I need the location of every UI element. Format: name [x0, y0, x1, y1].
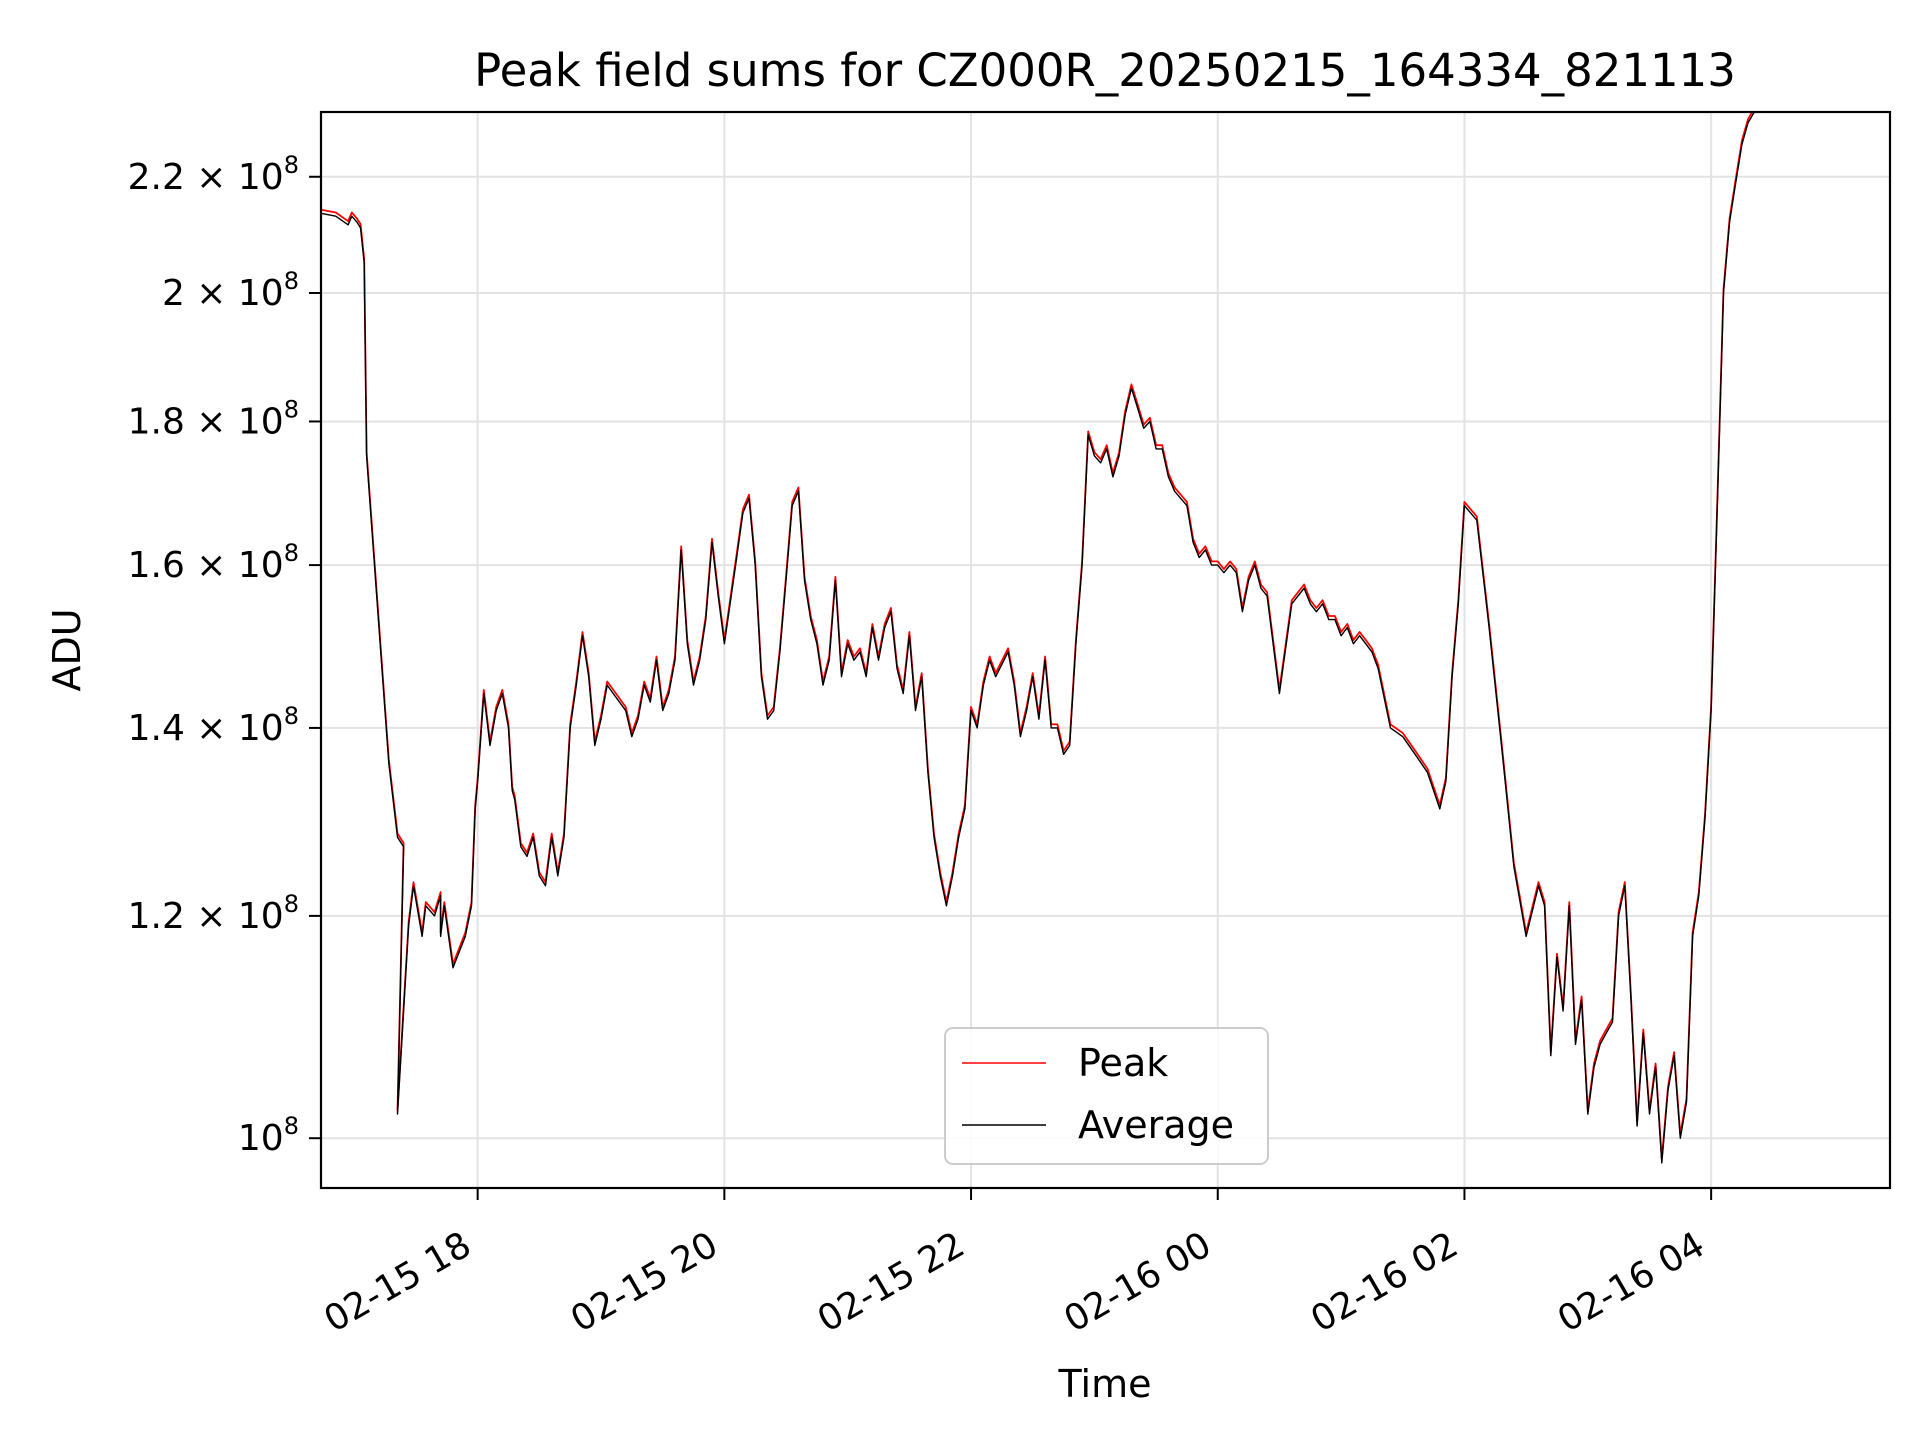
series-line-peak — [321, 112, 1754, 1161]
y-tick-label: 1.6 × 108 — [128, 539, 299, 586]
grid-layer — [321, 112, 1890, 1188]
y-tick-label: 1.8 × 108 — [128, 395, 299, 442]
x-axis-label: Time — [1058, 1362, 1152, 1406]
y-tick-label: 1.4 × 108 — [128, 702, 299, 749]
legend-label-peak: Peak — [1078, 1041, 1168, 1085]
series-layer — [321, 112, 1810, 1164]
y-tick-label: 1.2 × 108 — [128, 890, 299, 937]
x-tick-label: 02-15 20 — [564, 1224, 725, 1340]
y-axis-label: ADU — [45, 608, 89, 691]
x-tick-label: 02-16 02 — [1304, 1224, 1465, 1340]
legend: Peak Average — [944, 1027, 1269, 1165]
x-tick-label: 02-16 00 — [1058, 1224, 1219, 1340]
x-tick-label: 02-15 22 — [811, 1224, 972, 1340]
legend-box — [944, 1027, 1269, 1165]
y-tick-label: 108 — [238, 1112, 299, 1159]
y-tick-label: 2 × 108 — [162, 267, 299, 314]
series-line-average — [321, 112, 1810, 1164]
chart-title: Peak field sums for CZ000R_20250215_1643… — [474, 44, 1736, 97]
plot-frame — [319, 110, 1892, 1190]
x-tick-label: 02-16 04 — [1551, 1224, 1712, 1340]
y-tick-label: 2.2 × 108 — [128, 151, 299, 198]
legend-label-average: Average — [1078, 1103, 1234, 1147]
x-tick-label: 02-15 18 — [317, 1224, 478, 1340]
